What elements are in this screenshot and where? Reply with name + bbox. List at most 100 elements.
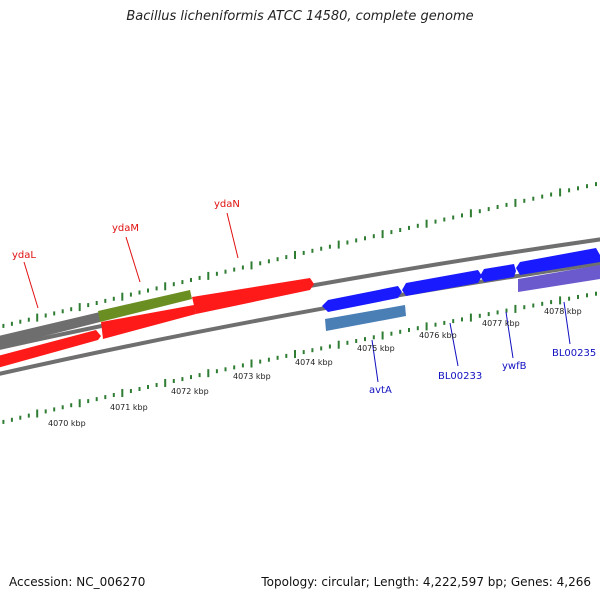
tick-mark: [215, 369, 218, 374]
tick-mark: [155, 286, 158, 291]
tick-mark: [121, 292, 124, 301]
tick-mark: [311, 348, 314, 353]
tick-mark: [434, 219, 437, 224]
scale-label-4070: 4070 kbp: [48, 419, 86, 428]
tick-mark: [172, 282, 175, 287]
scale-label-4078: 4078 kbp: [544, 307, 582, 316]
tick-mark: [514, 198, 517, 207]
tick-mark: [302, 350, 305, 355]
tick-mark: [425, 219, 428, 228]
tick-mark: [586, 293, 588, 298]
connector-avtA: [371, 339, 379, 383]
tick-mark: [198, 373, 201, 378]
tick-mark: [112, 296, 115, 301]
tick-mark: [550, 192, 553, 197]
tick-mark: [224, 269, 227, 274]
gene-bar-ydaM-forward[interactable]: [101, 305, 196, 339]
tick-mark: [53, 407, 56, 412]
tick-mark: [586, 184, 588, 189]
tick-mark: [27, 413, 30, 418]
map-title: Bacillus licheniformis ATCC 14580, compl…: [126, 9, 474, 24]
tick-mark: [36, 313, 39, 322]
tick-mark: [469, 313, 472, 322]
gene-bar-grey[interactable]: [0, 312, 100, 350]
tick-mark: [181, 377, 184, 382]
tick-mark: [233, 365, 236, 370]
tick-mark: [19, 319, 22, 324]
tick-mark: [138, 290, 141, 295]
tick-mark: [294, 350, 296, 358]
tick-marks: [2, 182, 597, 424]
tick-mark: [568, 188, 571, 193]
tick-mark: [129, 389, 132, 393]
tick-mark: [541, 194, 544, 199]
gene-bar-ydaN[interactable]: [192, 278, 314, 314]
tick-mark: [250, 261, 253, 270]
tick-mark: [61, 405, 64, 410]
tick-mark: [233, 267, 236, 272]
tick-mark: [496, 310, 499, 315]
gene-bar-ydaM[interactable]: [98, 290, 192, 322]
tick-mark: [70, 403, 73, 408]
tick-mark: [250, 359, 253, 368]
accession-label: Accession: NC_006270: [9, 575, 146, 589]
tick-mark: [138, 387, 141, 391]
gene-bar-ydaL[interactable]: [0, 330, 101, 370]
tick-mark: [164, 282, 167, 291]
gene-bar-BL00235-upper[interactable]: [516, 248, 600, 275]
gene-bar-BL00233[interactable]: [402, 270, 482, 296]
tick-mark: [514, 304, 517, 313]
tick-mark: [294, 251, 296, 259]
tick-mark: [36, 409, 39, 418]
scale-label-4073: 4073 kbp: [233, 372, 271, 381]
tick-mark: [381, 331, 384, 340]
tick-mark: [267, 357, 270, 362]
tick-mark: [112, 393, 115, 397]
tick-mark: [408, 328, 410, 332]
tick-mark: [595, 291, 597, 296]
scale-label-4071: 4071 kbp: [110, 403, 148, 412]
scale-label-4075: 4075 kbp: [357, 344, 395, 353]
tick-mark: [487, 207, 490, 212]
tick-mark: [452, 215, 455, 220]
tick-mark: [478, 209, 481, 214]
tick-mark: [372, 234, 375, 239]
tick-mark: [172, 379, 175, 383]
tick-mark: [241, 363, 244, 368]
tick-mark: [434, 322, 437, 327]
tick-mark: [207, 271, 210, 280]
tick-mark: [147, 385, 149, 389]
tick-mark: [95, 397, 98, 402]
label-BL00233: BL00233: [438, 371, 482, 382]
tick-mark: [408, 225, 410, 230]
tick-mark: [285, 353, 288, 358]
tick-mark: [364, 236, 366, 241]
tick-mark: [461, 317, 463, 322]
gene-bar-BL00235[interactable]: [518, 265, 600, 292]
tick-mark: [532, 196, 535, 201]
tick-mark: [541, 301, 544, 306]
connector-ywfB: [505, 311, 514, 359]
tick-mark: [311, 248, 314, 253]
tick-mark: [577, 186, 579, 191]
label-ydaL: ydaL: [12, 250, 36, 261]
tick-mark: [523, 305, 526, 310]
tick-mark: [121, 389, 124, 397]
connector-BL00233: [449, 322, 459, 367]
label-avtA: avtA: [369, 385, 392, 396]
tick-mark: [78, 399, 81, 408]
tick-mark: [190, 278, 192, 282]
tick-mark: [505, 308, 508, 313]
scale-label-4077: 4077 kbp: [482, 319, 520, 328]
connector-ydaM: [125, 236, 141, 283]
gene-bar-avtA[interactable]: [325, 305, 406, 331]
tick-mark: [198, 275, 201, 280]
gene-bar-avtA-upper[interactable]: [322, 286, 402, 312]
tick-mark: [452, 319, 455, 324]
tick-mark: [259, 359, 262, 364]
gene-bar-ywfB[interactable]: [480, 264, 516, 282]
tick-mark: [78, 303, 81, 312]
tick-mark: [104, 395, 107, 400]
tick-mark: [568, 296, 571, 301]
tick-mark: [87, 303, 90, 308]
